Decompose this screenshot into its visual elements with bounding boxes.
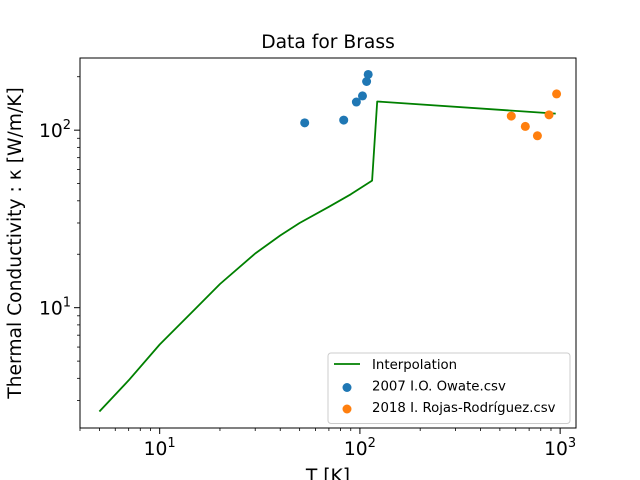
data-point bbox=[357, 91, 367, 101]
x-tick-label: 101 bbox=[144, 436, 176, 460]
data-point bbox=[506, 111, 516, 121]
x-axis-label: T [K] bbox=[305, 466, 350, 480]
interpolation-line bbox=[98, 100, 556, 413]
legend: Interpolation 2007 I.O. Owate.csv 2018 I. … bbox=[327, 352, 571, 424]
x-axis: 101 102 103 bbox=[79, 428, 576, 460]
data-point bbox=[339, 115, 349, 125]
data-point bbox=[362, 76, 372, 86]
data-point bbox=[552, 89, 562, 99]
data-point bbox=[544, 110, 554, 120]
legend-box bbox=[327, 352, 571, 424]
legend-marker-swatch bbox=[342, 383, 352, 392]
legend-label: 2007 I.O. Owate.csv bbox=[372, 380, 506, 395]
y-axis-label: Thermal Conductivity : κ [W/m/K] bbox=[5, 87, 26, 400]
legend-marker-swatch bbox=[342, 404, 352, 414]
data-point bbox=[520, 121, 530, 131]
chart-title: Data for Brass bbox=[261, 32, 395, 53]
data-point bbox=[363, 69, 373, 79]
plot-frame bbox=[79, 57, 577, 429]
x-tick-label: 102 bbox=[344, 436, 376, 460]
series-layer bbox=[98, 69, 562, 413]
y-tick-label: 101 bbox=[39, 296, 71, 320]
x-tick-label: 103 bbox=[544, 436, 576, 460]
legend-label: Interpolation bbox=[372, 358, 457, 373]
data-point bbox=[532, 131, 542, 141]
data-point bbox=[300, 118, 310, 128]
y-tick-label: 102 bbox=[39, 118, 71, 142]
legend-label: 2018 I. Rojas-Rodríguez.csv bbox=[372, 400, 556, 416]
data-point bbox=[351, 97, 361, 107]
y-axis: 101 102 bbox=[39, 76, 80, 401]
